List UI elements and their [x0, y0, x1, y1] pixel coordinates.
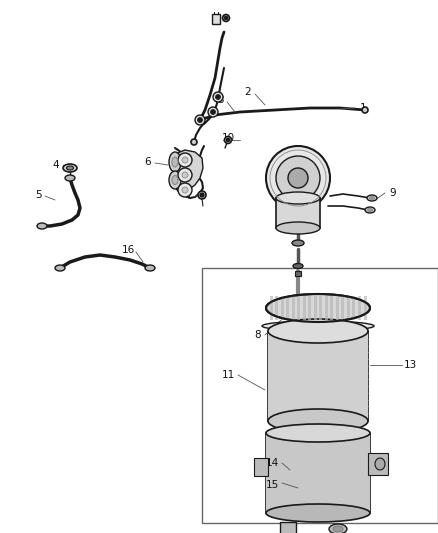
- Circle shape: [226, 139, 230, 141]
- Text: 13: 13: [403, 360, 417, 370]
- Ellipse shape: [262, 321, 374, 331]
- Ellipse shape: [266, 424, 370, 442]
- Circle shape: [214, 93, 222, 101]
- Bar: [268, 331, 368, 421]
- Bar: [358, 296, 361, 320]
- Text: 9: 9: [390, 188, 396, 198]
- Bar: [254, 458, 268, 476]
- Bar: [269, 296, 272, 320]
- Circle shape: [211, 109, 215, 115]
- Bar: [275, 296, 278, 320]
- Text: 16: 16: [121, 245, 134, 255]
- Text: 2: 2: [245, 87, 251, 97]
- Ellipse shape: [63, 164, 77, 172]
- Ellipse shape: [266, 294, 370, 322]
- Ellipse shape: [65, 175, 75, 181]
- Bar: [212, 14, 220, 24]
- Text: 11: 11: [221, 370, 235, 380]
- Ellipse shape: [145, 265, 155, 271]
- Circle shape: [198, 191, 206, 199]
- Ellipse shape: [370, 197, 374, 199]
- Circle shape: [213, 92, 223, 102]
- Circle shape: [288, 168, 308, 188]
- Circle shape: [225, 17, 227, 20]
- Ellipse shape: [172, 175, 178, 184]
- Bar: [347, 296, 350, 320]
- Circle shape: [223, 14, 230, 21]
- Circle shape: [182, 187, 188, 193]
- Bar: [202, 268, 438, 523]
- Circle shape: [200, 193, 204, 197]
- Ellipse shape: [367, 208, 372, 212]
- Circle shape: [191, 139, 197, 145]
- Circle shape: [178, 153, 192, 167]
- Bar: [303, 296, 306, 320]
- Bar: [330, 296, 333, 320]
- Ellipse shape: [37, 223, 47, 229]
- Circle shape: [362, 107, 368, 113]
- Bar: [353, 296, 356, 320]
- Text: 10: 10: [222, 133, 235, 143]
- Circle shape: [209, 108, 217, 116]
- Bar: [341, 296, 344, 320]
- Ellipse shape: [293, 263, 303, 269]
- Ellipse shape: [266, 504, 370, 522]
- Bar: [308, 296, 311, 320]
- Text: 7: 7: [185, 190, 191, 200]
- Ellipse shape: [329, 524, 347, 533]
- Bar: [297, 296, 300, 320]
- Bar: [314, 296, 317, 320]
- Ellipse shape: [333, 526, 343, 532]
- Text: 3: 3: [217, 95, 223, 105]
- Text: 8: 8: [254, 330, 261, 340]
- Text: 4: 4: [53, 160, 59, 170]
- Text: 1: 1: [360, 103, 366, 113]
- Bar: [325, 296, 328, 320]
- Text: 15: 15: [265, 480, 279, 490]
- Ellipse shape: [169, 171, 181, 189]
- Text: 12: 12: [341, 310, 355, 320]
- Circle shape: [276, 156, 320, 200]
- Bar: [286, 296, 289, 320]
- Bar: [295, 271, 301, 276]
- Ellipse shape: [367, 195, 377, 201]
- Circle shape: [215, 94, 220, 100]
- Bar: [364, 296, 367, 320]
- Bar: [280, 522, 296, 533]
- Ellipse shape: [276, 222, 320, 234]
- Bar: [276, 198, 320, 228]
- Circle shape: [178, 183, 192, 197]
- Polygon shape: [174, 150, 203, 190]
- Bar: [368, 453, 388, 475]
- Circle shape: [225, 136, 232, 143]
- Text: 6: 6: [145, 157, 151, 167]
- Ellipse shape: [365, 207, 375, 213]
- Ellipse shape: [292, 240, 304, 246]
- Ellipse shape: [67, 166, 74, 170]
- Circle shape: [178, 168, 192, 182]
- Bar: [292, 296, 295, 320]
- Circle shape: [182, 157, 188, 163]
- Circle shape: [198, 117, 202, 123]
- Ellipse shape: [268, 409, 368, 433]
- Bar: [336, 296, 339, 320]
- Text: 5: 5: [35, 190, 41, 200]
- Bar: [319, 296, 322, 320]
- Circle shape: [208, 107, 218, 117]
- Ellipse shape: [375, 458, 385, 470]
- Circle shape: [266, 146, 330, 210]
- Bar: [281, 296, 283, 320]
- Bar: [266, 433, 370, 513]
- Ellipse shape: [55, 265, 65, 271]
- Circle shape: [195, 115, 205, 125]
- Text: 14: 14: [265, 458, 279, 468]
- Ellipse shape: [169, 152, 181, 172]
- Ellipse shape: [172, 157, 178, 167]
- Circle shape: [182, 172, 188, 178]
- Ellipse shape: [268, 319, 368, 343]
- Ellipse shape: [276, 192, 320, 204]
